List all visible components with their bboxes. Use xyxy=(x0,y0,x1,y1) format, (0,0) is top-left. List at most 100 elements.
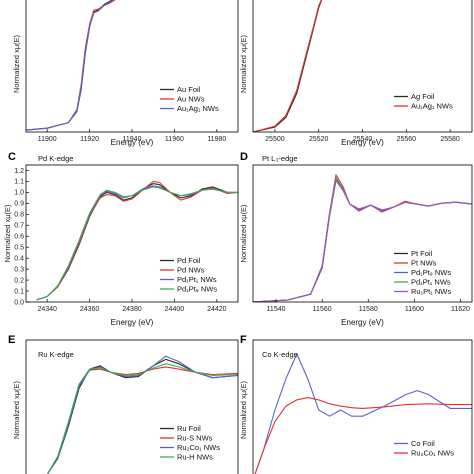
y-axis-label: Normalized xμ(E) xyxy=(12,34,21,93)
y-axis-label: Normalized xμ(E) xyxy=(3,204,12,263)
legend-label: Ru Foil xyxy=(177,424,201,433)
legend-label: Pt Foil xyxy=(411,249,433,258)
panel-d: 11540 11560 11580 11600 11620 Normalized xμ(E… xyxy=(239,151,473,327)
x-tick-label: 11560 xyxy=(313,306,332,313)
panel-c: 24340 24360 24380 24400 24420 0.0 0.1 0.2 0.3 0.4… xyxy=(3,151,239,327)
series-group xyxy=(254,353,472,474)
y-tick-label: 0.8 xyxy=(14,212,24,219)
series-group xyxy=(36,180,238,301)
x-tick-label: 25540 xyxy=(353,136,373,143)
x-tick-label: 11960 xyxy=(165,136,184,143)
panel-a: 11900 11920 11940 11960 11980 Normalized xμ(E… xyxy=(12,0,239,147)
panel-letter: F xyxy=(240,334,247,346)
edge-label: Pt L₃-edge xyxy=(262,154,298,163)
legend-label: Ru₁Pt₁ NWs xyxy=(411,287,451,296)
y-tick-label: 1.2 xyxy=(14,168,24,175)
legend-label: Ru-H NWs xyxy=(177,453,213,462)
y-axis-label: Normalized xμ(E) xyxy=(239,380,248,439)
x-tick-label: 24420 xyxy=(207,306,227,313)
x-tick-label: 11580 xyxy=(359,306,378,313)
y-tick-label: 1.0 xyxy=(14,190,24,197)
series-line-2 xyxy=(26,0,115,131)
legend-label: Au NWs xyxy=(177,95,205,104)
x-axis-label: Energy (eV) xyxy=(341,318,384,327)
x-tick-label: 24400 xyxy=(165,306,185,313)
legend-label: Pd₁Pt₉ NWs xyxy=(411,268,451,277)
plot-frame xyxy=(252,339,473,474)
series-line-0 xyxy=(253,0,323,132)
series-line-3 xyxy=(46,363,238,474)
legend-label: Ru₂Co₁ NWs xyxy=(177,443,220,452)
x-tick-label: 25520 xyxy=(309,136,329,143)
legend-label: Au Foil xyxy=(177,85,201,94)
x-axis-label: Energy (eV) xyxy=(111,318,154,327)
y-tick-label: 0.3 xyxy=(14,266,24,273)
panel-letter: E xyxy=(8,334,15,346)
x-tick-label: 11940 xyxy=(123,136,142,143)
legend-label: Pd₁Pt₁ NWs xyxy=(411,278,451,287)
legend-label: Pd Foil xyxy=(177,256,201,265)
legend-label: Ru-S NWs xyxy=(177,434,213,443)
x-tick-label: 25500 xyxy=(265,136,285,143)
panel-b: 25500 25520 25540 25560 25580 Normalized xμ(E… xyxy=(239,0,473,147)
x-tick-label: 24360 xyxy=(80,306,100,313)
x-axis-label: Energy (eV) xyxy=(341,138,384,147)
edge-label: Co K-edge xyxy=(262,350,298,359)
plot-frame xyxy=(252,164,473,303)
legend-label: Pd NWs xyxy=(177,266,205,275)
y-tick-label: 0.4 xyxy=(14,255,24,262)
series-line-0 xyxy=(26,0,114,131)
x-tick-label: 11920 xyxy=(80,136,99,143)
series-group xyxy=(253,174,472,302)
series-line-4 xyxy=(253,180,472,302)
x-tick-label: 11620 xyxy=(451,306,470,313)
y-tick-label: 1.1 xyxy=(14,179,24,186)
x-tick-label: 11900 xyxy=(38,136,57,143)
y-tick-label: 0.0 xyxy=(14,299,24,306)
edge-label: Ru K-edge xyxy=(38,350,74,359)
legend-label: Pd₁Pt₁ NWs xyxy=(177,275,217,284)
y-tick-label: 0.6 xyxy=(14,234,24,241)
series-group xyxy=(46,355,238,474)
x-tick-label: 24340 xyxy=(37,306,57,313)
x-tick-label: 11980 xyxy=(207,136,226,143)
y-tick-label: 0.7 xyxy=(14,223,24,230)
series-line-3 xyxy=(36,186,238,301)
panels: 11900 11920 11940 11960 11980 Normalized xμ(E… xyxy=(3,0,473,474)
y-tick-label: 0.5 xyxy=(14,245,24,252)
y-axis-label: Normalized xμ(E) xyxy=(12,380,21,439)
series-line-1 xyxy=(254,397,472,474)
legend-label: Co Foil xyxy=(411,439,435,448)
series-group xyxy=(253,0,323,132)
x-axis-label: Energy (eV) xyxy=(111,138,154,147)
plot-frame xyxy=(252,0,473,133)
series-line-1 xyxy=(36,180,238,301)
legend-label: Au₁Ag₁ NWs xyxy=(411,102,453,111)
x-tick-label: 11600 xyxy=(405,306,424,313)
y-axis-label: Normalized xμ(E) xyxy=(239,204,248,263)
panel-letter: C xyxy=(8,151,16,163)
legend-label: Au₁Ag₁ NWs xyxy=(177,104,219,113)
x-tick-label: 25560 xyxy=(397,136,417,143)
y-tick-label: 0.2 xyxy=(14,277,24,284)
x-tick-label: 24380 xyxy=(122,306,142,313)
y-tick-label: 0.1 xyxy=(14,288,24,295)
legend-label: Pt NWs xyxy=(411,259,437,268)
x-tick-label: 25580 xyxy=(440,136,460,143)
edge-label: Pd K-edge xyxy=(38,154,73,163)
series-line-1 xyxy=(253,0,322,132)
legend-label: Ru₂Co₁ NWs xyxy=(411,449,454,458)
series-line-1 xyxy=(26,0,116,131)
panel-f: Normalized xμ(E) F Co K-edge Co FoilRu₂Co₁ … xyxy=(239,334,473,474)
series-group xyxy=(26,0,116,131)
panel-letter: D xyxy=(240,151,248,163)
legend-label: Pd₁Pt₉ NWs xyxy=(177,285,217,294)
